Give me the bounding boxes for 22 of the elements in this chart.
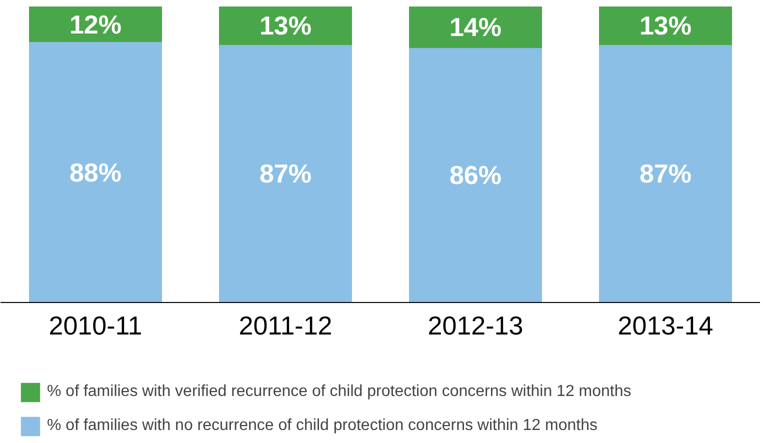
x-tick-label: 2010-11 [48, 310, 142, 340]
bar [599, 44, 732, 302]
data-label: 88% [69, 157, 122, 188]
data-label: 14% [449, 12, 502, 42]
bar [409, 48, 542, 302]
bar [599, 6, 732, 45]
x-tick-label: 2013-14 [618, 310, 714, 340]
legend-label: % of families with no recurrence of child protection concerns within 12 months [47, 416, 598, 436]
bar [29, 6, 162, 42]
bar [219, 44, 352, 302]
data-label: 87% [639, 158, 692, 189]
bar [409, 6, 542, 48]
x-tick-label: 2011-12 [238, 310, 332, 340]
legend-label: % of families with verified recurrence of child protection concerns within 12 months [47, 382, 632, 402]
data-label: 13% [259, 10, 312, 41]
data-label: 86% [449, 160, 502, 190]
data-label: 13% [639, 10, 692, 41]
x-tick-label: 2012-13 [428, 310, 524, 340]
bar [29, 42, 162, 302]
bar [219, 6, 352, 45]
data-label: 12% [69, 9, 122, 40]
data-label: 87% [259, 158, 312, 189]
